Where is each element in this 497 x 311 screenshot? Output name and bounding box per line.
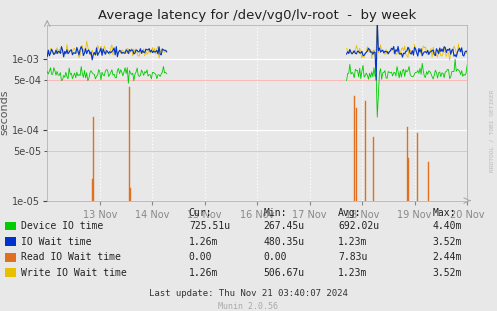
Text: 3.52m: 3.52m bbox=[432, 268, 462, 278]
Text: 3.52m: 3.52m bbox=[432, 237, 462, 247]
Text: Avg:: Avg: bbox=[338, 208, 361, 218]
Text: Min:: Min: bbox=[263, 208, 287, 218]
Y-axis label: seconds: seconds bbox=[0, 90, 9, 136]
Text: 267.45u: 267.45u bbox=[263, 221, 305, 231]
Text: 1.26m: 1.26m bbox=[189, 268, 218, 278]
Text: 4.40m: 4.40m bbox=[432, 221, 462, 231]
Text: Write IO Wait time: Write IO Wait time bbox=[21, 268, 127, 278]
Title: Average latency for /dev/vg0/lv-root  -  by week: Average latency for /dev/vg0/lv-root - b… bbox=[98, 9, 416, 22]
Text: 2.44m: 2.44m bbox=[432, 252, 462, 262]
Text: 0.00: 0.00 bbox=[189, 252, 212, 262]
Text: Read IO Wait time: Read IO Wait time bbox=[21, 252, 121, 262]
Text: Munin 2.0.56: Munin 2.0.56 bbox=[219, 302, 278, 311]
Text: 725.51u: 725.51u bbox=[189, 221, 230, 231]
Text: Cur:: Cur: bbox=[189, 208, 212, 218]
Text: 7.83u: 7.83u bbox=[338, 252, 367, 262]
Text: IO Wait time: IO Wait time bbox=[21, 237, 91, 247]
Text: 1.23m: 1.23m bbox=[338, 237, 367, 247]
Text: 480.35u: 480.35u bbox=[263, 237, 305, 247]
Text: RRDTOOL / TOBI OETIKER: RRDTOOL / TOBI OETIKER bbox=[490, 89, 495, 172]
Text: 506.67u: 506.67u bbox=[263, 268, 305, 278]
Text: Device IO time: Device IO time bbox=[21, 221, 103, 231]
Text: 1.23m: 1.23m bbox=[338, 268, 367, 278]
Text: Max:: Max: bbox=[432, 208, 456, 218]
Text: 0.00: 0.00 bbox=[263, 252, 287, 262]
Text: Last update: Thu Nov 21 03:40:07 2024: Last update: Thu Nov 21 03:40:07 2024 bbox=[149, 290, 348, 298]
Text: 692.02u: 692.02u bbox=[338, 221, 379, 231]
Text: 1.26m: 1.26m bbox=[189, 237, 218, 247]
